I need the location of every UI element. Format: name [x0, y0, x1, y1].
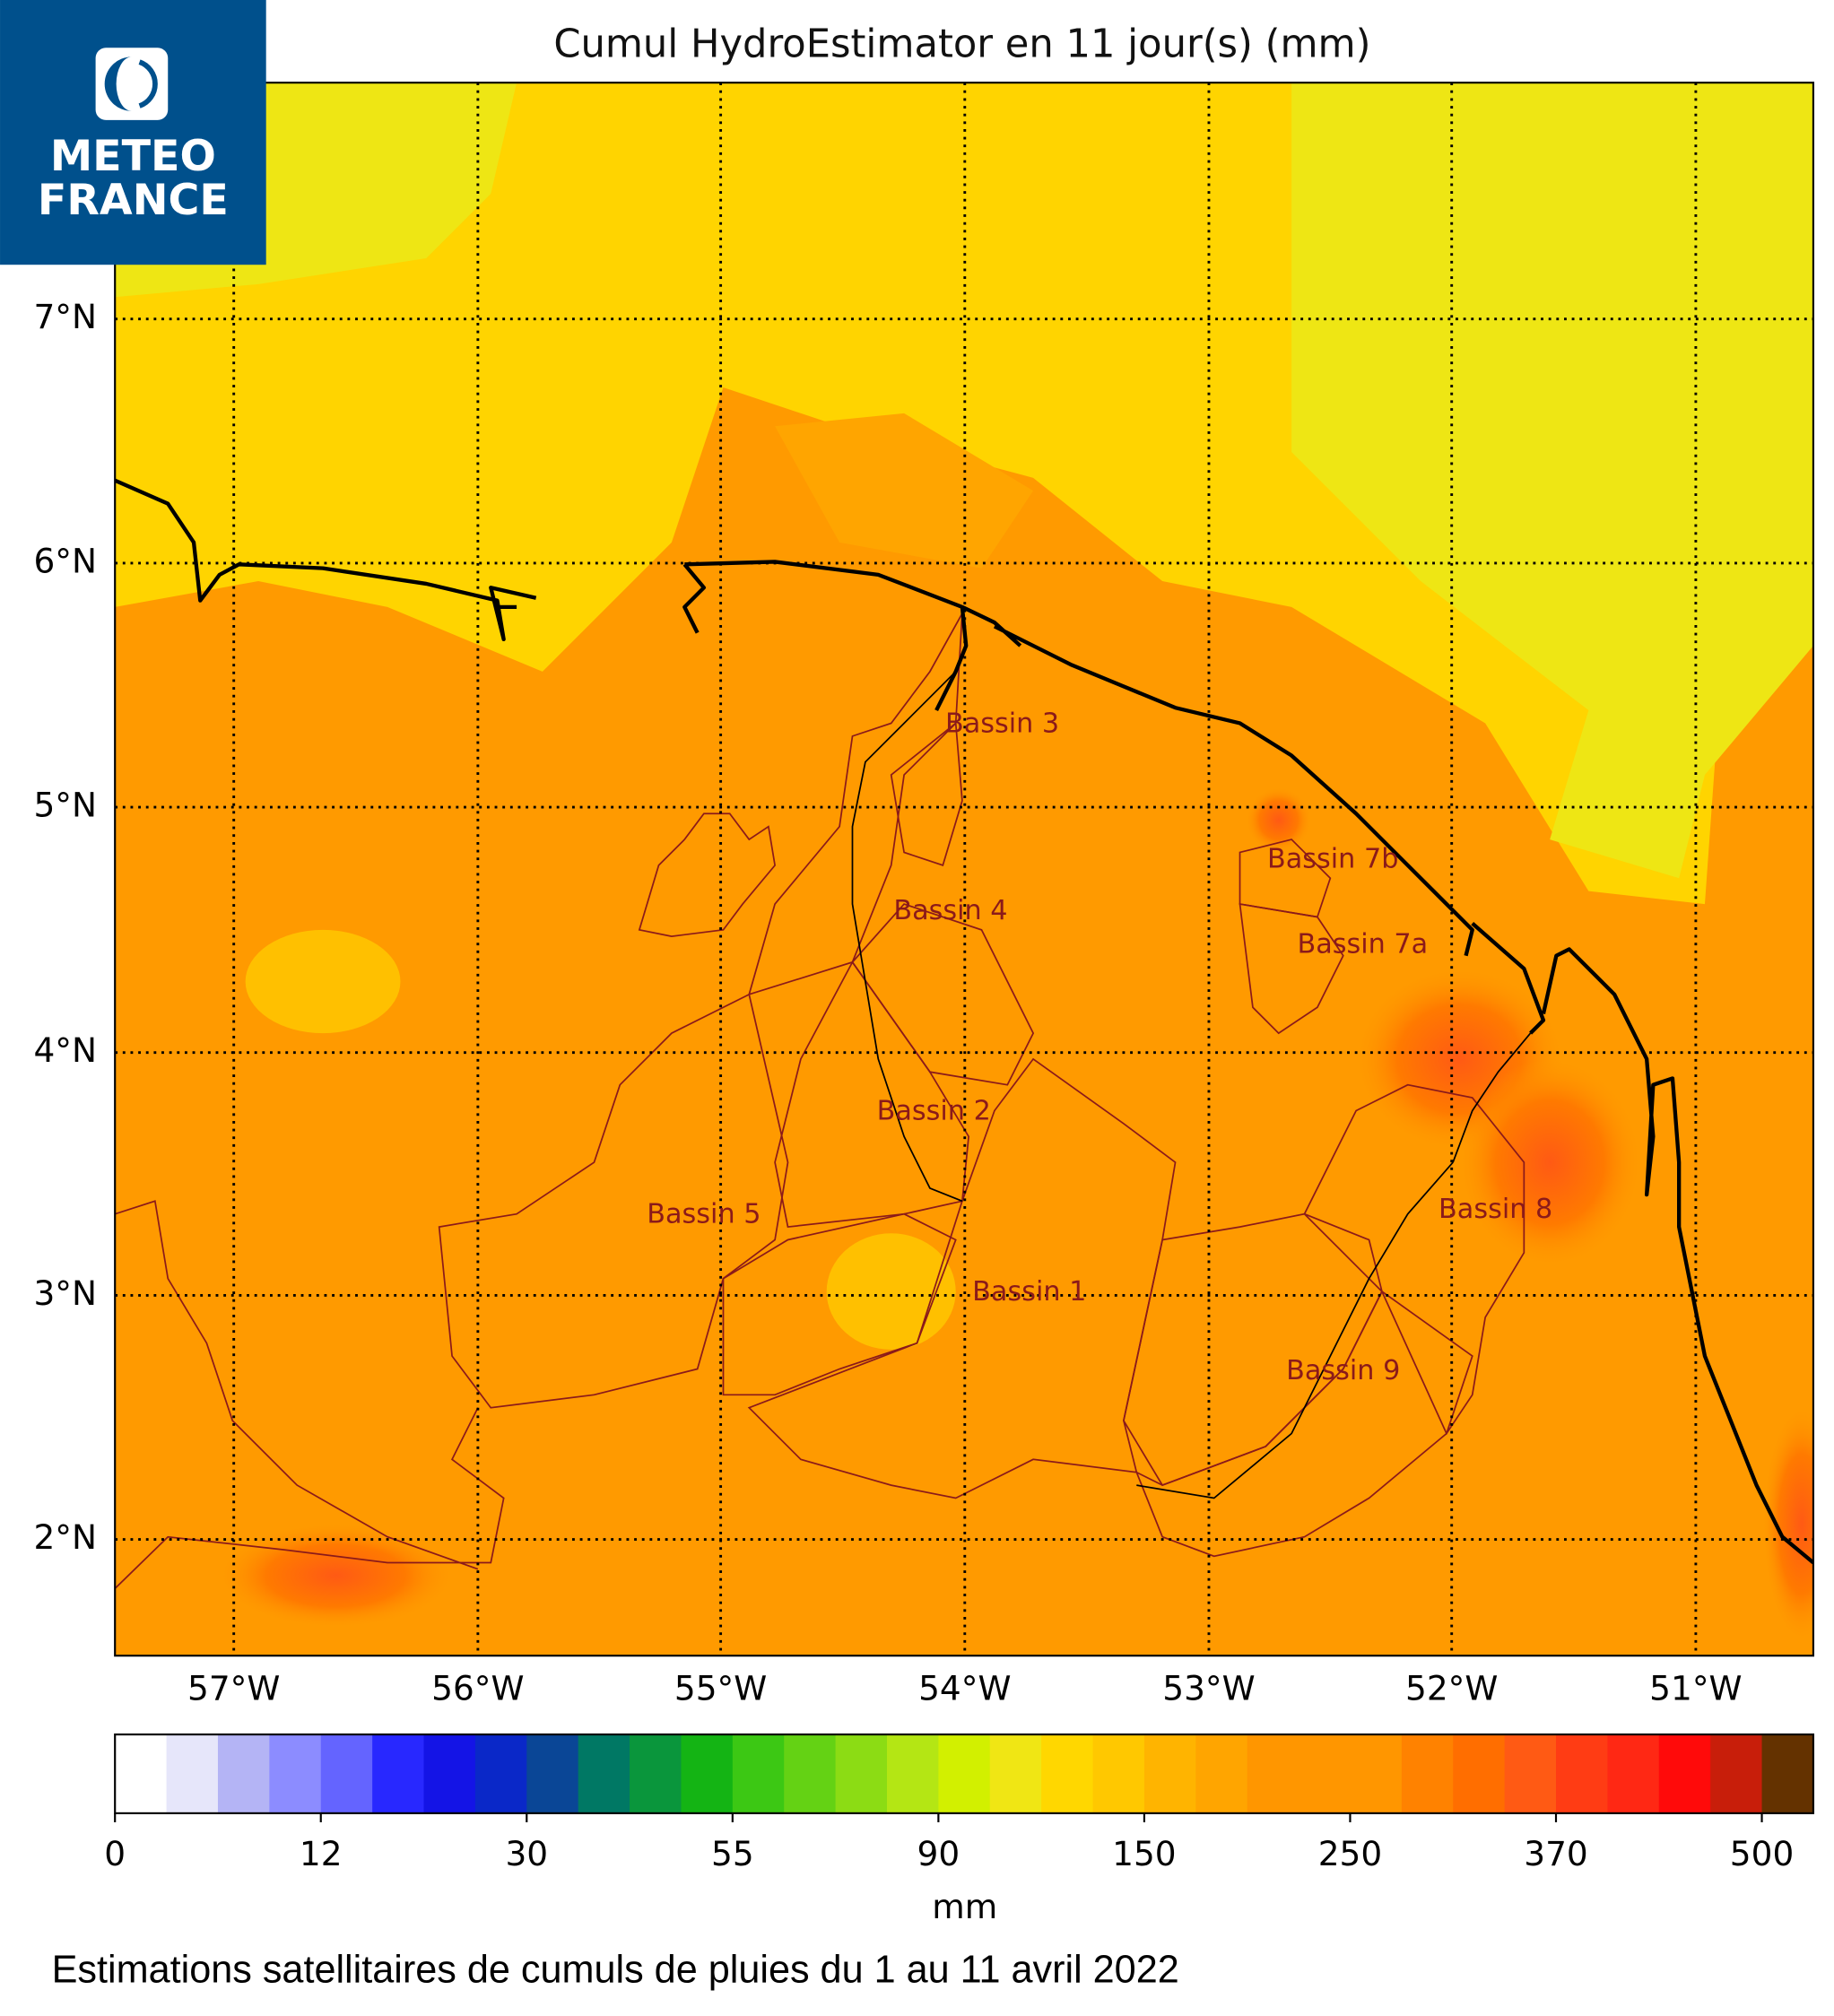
colorbar-swatch [578, 1734, 630, 1813]
colorbar-swatch [989, 1734, 1042, 1813]
lat-label: 3°N [33, 1273, 97, 1313]
basin-label: Bassin 7b [1267, 844, 1398, 875]
colorbar-swatch [835, 1734, 888, 1813]
colorbar-tick-label: 90 [917, 1834, 960, 1873]
basin-label: Bassin 7a [1297, 929, 1428, 960]
colorbar-swatch [217, 1734, 271, 1813]
colorbar-tick-label: 30 [505, 1834, 548, 1873]
colorbar-swatch [423, 1734, 476, 1813]
colorbar-tick-label: 250 [1318, 1834, 1382, 1873]
lon-label: 54°W [918, 1669, 1011, 1708]
colorbar-swatch [166, 1734, 219, 1813]
colorbar: 0 12 30 55 90 150 250 370 500 mm [104, 1733, 1815, 1926]
colorbar-swatch [732, 1734, 785, 1813]
colorbar-swatch [1041, 1734, 1094, 1813]
colorbar-swatch [1504, 1734, 1557, 1813]
colorbar-swatch [115, 1734, 168, 1813]
basin-label: Bassin 4 [893, 895, 1007, 926]
colorbar-swatch [1299, 1734, 1352, 1813]
field-hot [1459, 1058, 1640, 1266]
colorbar-tick-label: 500 [1730, 1834, 1794, 1873]
logo: METEO FRANCE [0, 0, 266, 265]
basin-label: Bassin 1 [972, 1276, 1086, 1308]
basin-label: Bassin 9 [1286, 1355, 1400, 1386]
border [1452, 1032, 1532, 1163]
lon-label: 52°W [1405, 1669, 1498, 1708]
colorbar-swatch [526, 1734, 579, 1813]
colorbar-swatch [372, 1734, 425, 1813]
title: Cumul HydroEstimator en 11 jour(s) (mm) [553, 22, 1370, 66]
colorbar-tick-label: 150 [1112, 1834, 1176, 1873]
colorbar-swatch [1143, 1734, 1197, 1813]
field-orange [775, 413, 1034, 569]
rain-field [115, 83, 1813, 1656]
colorbar-swatch [1556, 1734, 1609, 1813]
lon-label: 55°W [674, 1669, 767, 1708]
field-patch [245, 929, 401, 1034]
colorbar-swatch [1658, 1734, 1711, 1813]
colorbar-swatch [320, 1734, 373, 1813]
basin-label: Bassin 2 [877, 1095, 991, 1126]
colorbar-swatch [886, 1734, 940, 1813]
colorbar-swatch [474, 1734, 528, 1813]
field-hot [1246, 787, 1311, 853]
colorbar-tick-label: 55 [711, 1834, 754, 1873]
lon-label: 56°W [431, 1669, 524, 1708]
lat-label: 7°N [33, 297, 97, 336]
basin-label: Bassin 8 [1439, 1194, 1552, 1225]
graticule [115, 83, 1813, 1656]
colorbar-tick-label: 370 [1524, 1834, 1587, 1873]
logo-text: METEO [50, 132, 216, 181]
colorbar-swatch [269, 1734, 322, 1813]
field-lemon [1291, 83, 1813, 879]
colorbar-swatch [1247, 1734, 1299, 1813]
lat-label: 5°N [33, 786, 97, 825]
colorbar-tick-label: 0 [104, 1834, 126, 1873]
colorbar-tick-label: 12 [300, 1834, 343, 1873]
colorbar-swatch [1710, 1734, 1763, 1813]
lat-label: 6°N [33, 541, 97, 580]
colorbar-swatch [1195, 1734, 1248, 1813]
logo-mark [104, 56, 132, 111]
logo-box [0, 0, 266, 265]
footer: Estimations satellitaires de cumuls de p… [52, 1948, 1179, 1991]
colorbar-swatch [938, 1734, 991, 1813]
map-labels: 7°N 6°N 5°N 4°N 3°N 2°N 57°W 56°W 55°W 54°W 53°W 52… [33, 297, 1742, 1708]
logo-mark [138, 59, 158, 109]
lon-label: 53°W [1162, 1669, 1255, 1708]
lat-label: 2°N [33, 1517, 97, 1557]
basin-label: Bassin 5 [647, 1199, 761, 1230]
lon-label: 51°W [1649, 1669, 1742, 1708]
colorbar-swatch [630, 1734, 682, 1813]
colorbar-swatch [1350, 1734, 1403, 1813]
map-frame [114, 82, 1815, 1657]
colorbar-label: mm [932, 1887, 997, 1926]
colorbar-frame [114, 1733, 1815, 1814]
field-hot [1762, 1407, 1813, 1640]
colorbar-swatch [1092, 1734, 1145, 1813]
colorbar-swatch [1607, 1734, 1660, 1813]
border [851, 671, 963, 1203]
colorbar-swatch [681, 1734, 734, 1813]
logo-text: FRANCE [38, 176, 229, 225]
colorbar-swatch [1401, 1734, 1454, 1813]
lat-label: 4°N [33, 1030, 97, 1070]
coastline [115, 478, 1813, 1565]
colorbar-swatch [1453, 1734, 1506, 1813]
colorbar-swatch [1761, 1734, 1814, 1813]
border [1136, 1161, 1454, 1499]
colorbar-swatch [784, 1734, 837, 1813]
lon-label: 57°W [187, 1669, 280, 1708]
basin-label: Bassin 3 [945, 708, 1059, 739]
